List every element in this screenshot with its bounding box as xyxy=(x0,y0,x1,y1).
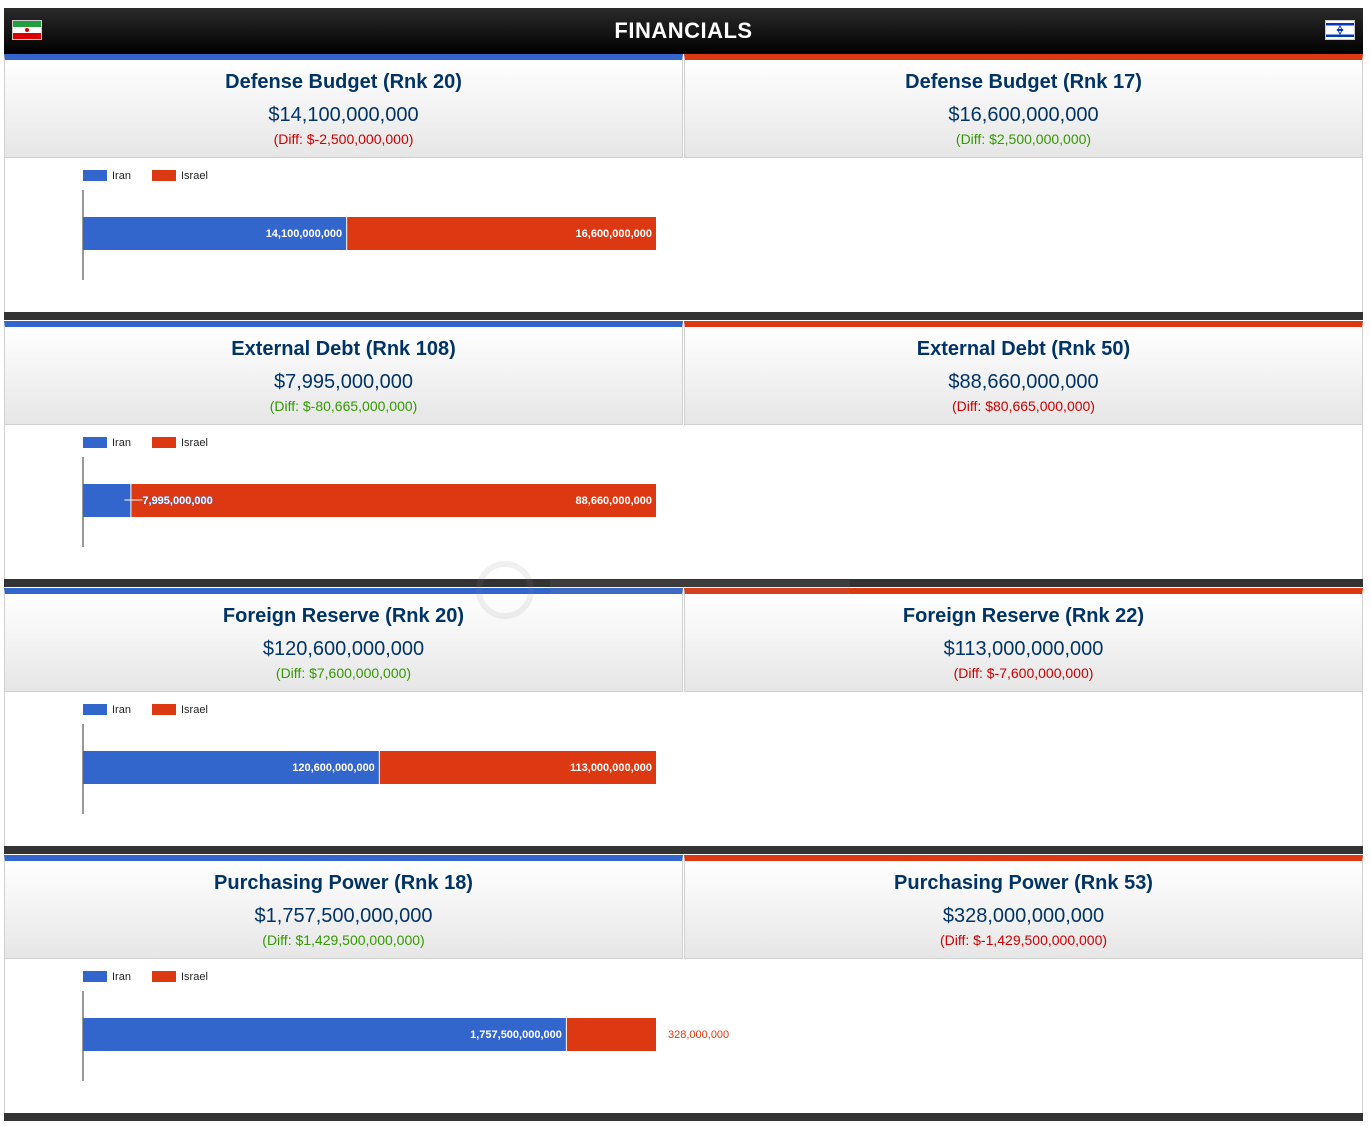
stat-value: $7,995,000,000 xyxy=(273,371,414,393)
iran-stat-card: External Debt (Rnk 108) $7,995,000,000 (Di… xyxy=(4,321,683,425)
iran-stat-card: Purchasing Power (Rnk 18) $1,757,500,000,… xyxy=(4,855,683,959)
legend-swatch-iran xyxy=(83,704,107,715)
stat-diff: (Diff: $-7,600,000,000) xyxy=(953,665,1094,681)
legend-label-israel: Israel xyxy=(181,170,208,182)
stat-title: External Debt (Rnk 50) xyxy=(916,338,1131,360)
stat-value: $328,000,000,000 xyxy=(942,905,1105,927)
data-label-israel: 88,660,000,000 xyxy=(576,495,652,507)
comparison-section: Foreign Reserve (Rnk 20) $120,600,000,000… xyxy=(4,588,1363,854)
comparison-chart: Iran Israel 1,757,500,000,000 328,000,000 xyxy=(4,959,1363,1113)
legend-swatch-israel xyxy=(152,704,176,715)
stat-title: Defense Budget (Rnk 20) xyxy=(225,71,462,93)
stat-value: $16,600,000,000 xyxy=(948,104,1099,126)
bar-chart: Iran Israel 14,100,000,000 16,600,000,000 xyxy=(82,170,656,280)
legend-label-iran: Iran xyxy=(112,704,131,716)
stat-diff: (Diff: $7,600,000,000) xyxy=(275,665,412,681)
stat-diff: (Diff: $1,429,500,000,000) xyxy=(262,932,425,948)
bar-iran xyxy=(83,1018,566,1051)
israel-flag-icon xyxy=(1325,20,1355,40)
legend-label-iran: Iran xyxy=(112,971,131,983)
stat-value: $14,100,000,000 xyxy=(268,104,419,126)
stat-cards: External Debt (Rnk 108) $7,995,000,000 (Di… xyxy=(4,321,1363,425)
section-divider xyxy=(4,1113,1363,1121)
legend-swatch-iran xyxy=(83,437,107,448)
comparison-section: Defense Budget (Rnk 20) $14,100,000,000 (D… xyxy=(4,54,1363,320)
stat-diff: (Diff: $2,500,000,000) xyxy=(955,131,1092,147)
legend-swatch-iran xyxy=(83,971,107,982)
comparison-chart: Iran Israel 7,995,000,000 88,660,000,000 xyxy=(4,425,1363,579)
comparison-section: Purchasing Power (Rnk 18) $1,757,500,000,… xyxy=(4,855,1363,1121)
comparison-chart: Iran Israel 14,100,000,000 16,600,000,000 xyxy=(4,158,1363,312)
israel-stat-card: Foreign Reserve (Rnk 22) $113,000,000,000… xyxy=(684,588,1363,692)
bar-israel xyxy=(131,484,656,517)
bar-chart: Iran Israel 7,995,000,000 88,660,000,000 xyxy=(82,437,656,547)
stat-title: Foreign Reserve (Rnk 22) xyxy=(902,605,1145,627)
legend-label-iran: Iran xyxy=(112,437,131,449)
stat-title: Purchasing Power (Rnk 18) xyxy=(214,872,473,894)
bar-iran xyxy=(83,484,131,517)
stat-title: Defense Budget (Rnk 17) xyxy=(905,71,1142,93)
legend-label-israel: Israel xyxy=(181,704,208,716)
bar-israel xyxy=(379,751,656,784)
legend-label-iran: Iran xyxy=(112,170,131,182)
stat-title: Purchasing Power (Rnk 53) xyxy=(894,872,1153,894)
stat-value: $1,757,500,000,000 xyxy=(254,905,433,927)
legend-swatch-israel xyxy=(152,170,176,181)
bar-israel xyxy=(347,217,656,250)
legend-swatch-iran xyxy=(83,170,107,181)
stat-title: External Debt (Rnk 108) xyxy=(231,338,456,360)
data-label-israel: 113,000,000,000 xyxy=(570,762,652,774)
israel-stat-card: External Debt (Rnk 50) $88,660,000,000 (Di… xyxy=(684,321,1363,425)
iran-stat-card: Defense Budget (Rnk 20) $14,100,000,000 (D… xyxy=(4,54,683,158)
bar-iran xyxy=(83,217,347,250)
financials-header: FINANCIALS xyxy=(4,8,1363,54)
stat-cards: Defense Budget (Rnk 20) $14,100,000,000 (D… xyxy=(4,54,1363,158)
stat-diff: (Diff: $80,665,000,000) xyxy=(952,398,1095,414)
data-label-iran: 14,100,000,000 xyxy=(266,228,342,240)
stat-value: $120,600,000,000 xyxy=(262,638,425,660)
iran-stat-card: Foreign Reserve (Rnk 20) $120,600,000,000… xyxy=(4,588,683,692)
legend-swatch-israel xyxy=(152,437,176,448)
stat-value: $88,660,000,000 xyxy=(948,371,1099,393)
section-divider xyxy=(4,312,1363,320)
stat-cards: Purchasing Power (Rnk 18) $1,757,500,000,… xyxy=(4,855,1363,959)
data-label-iran: 120,600,000,000 xyxy=(292,762,375,774)
data-label-israel: 16,600,000,000 xyxy=(576,228,652,240)
comparison-section: External Debt (Rnk 108) $7,995,000,000 (Di… xyxy=(4,321,1363,587)
stat-cards: Foreign Reserve (Rnk 20) $120,600,000,000… xyxy=(4,588,1363,692)
legend-label-israel: Israel xyxy=(181,437,208,449)
legend-label-israel: Israel xyxy=(181,971,208,983)
stat-title: Foreign Reserve (Rnk 20) xyxy=(222,605,465,627)
bar-chart: Iran Israel 120,600,000,000 113,000,000,000 xyxy=(82,704,656,814)
stat-value: $113,000,000,000 xyxy=(943,638,1104,660)
bar-israel xyxy=(566,1018,656,1051)
section-divider xyxy=(4,579,1363,587)
israel-stat-card: Defense Budget (Rnk 17) $16,600,000,000 (D… xyxy=(684,54,1363,158)
stat-diff: (Diff: $-2,500,000,000) xyxy=(273,131,414,147)
comparison-chart: Iran Israel 120,600,000,000 113,000,000,000 xyxy=(4,692,1363,846)
page-title: FINANCIALS xyxy=(614,18,753,43)
bar-chart: Iran Israel 1,757,500,000,000 328,000,000 xyxy=(82,971,729,1081)
israel-stat-card: Purchasing Power (Rnk 53) $328,000,000,00… xyxy=(684,855,1363,959)
stat-diff: (Diff: $-80,665,000,000) xyxy=(269,398,418,414)
iran-flag-icon xyxy=(12,20,42,40)
data-label-israel: 328,000,000 xyxy=(668,1029,729,1041)
section-divider xyxy=(4,846,1363,854)
bar-iran xyxy=(83,751,379,784)
data-label-iran: 1,757,500,000,000 xyxy=(470,1029,562,1041)
data-label-iran: 7,995,000,000 xyxy=(142,495,212,507)
stat-diff: (Diff: $-1,429,500,000,000) xyxy=(939,932,1108,948)
legend-swatch-israel xyxy=(152,971,176,982)
